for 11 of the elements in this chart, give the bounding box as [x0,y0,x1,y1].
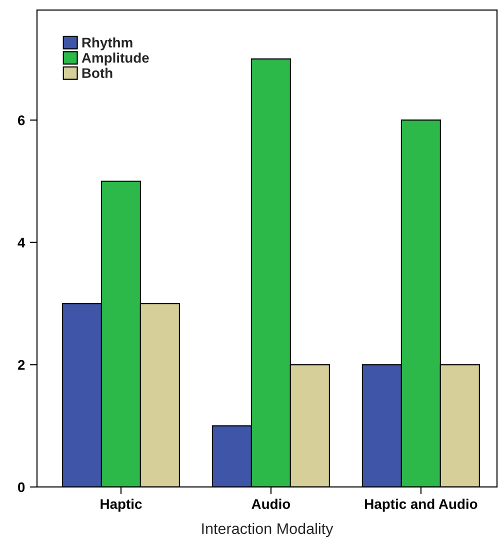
x-tick-label: Haptic [100,498,142,512]
x-tick-label: Haptic and Audio [365,498,478,512]
y-tick-label: 4 [18,238,26,248]
legend-label: Amplitude [82,52,149,66]
y-tick-label: 2 [18,360,25,370]
y-tick-label: 6 [18,115,25,126]
y-tick-label: 0 [18,482,25,492]
legend-label: Rhythm [82,37,132,50]
legend-label: Both [82,68,112,78]
x-axis-title: Interaction Modality [202,522,334,538]
x-tick-label: Audio [252,498,290,509]
